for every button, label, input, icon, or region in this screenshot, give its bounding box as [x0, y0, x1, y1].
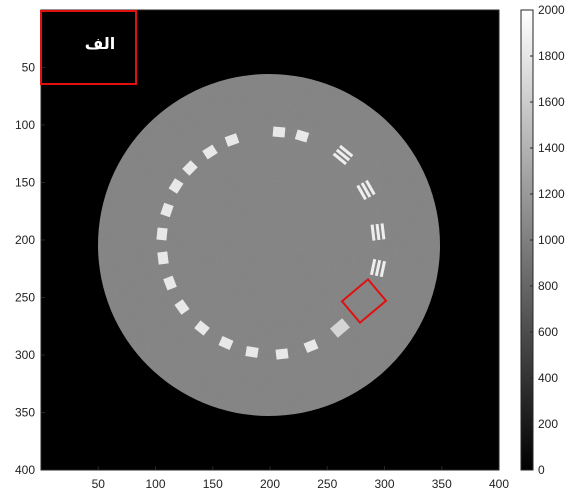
insert-rod — [272, 126, 286, 138]
colorbar-tick-label: 400 — [538, 371, 558, 385]
y-tick-label: 100 — [15, 118, 35, 132]
insert-rod — [202, 144, 218, 160]
y-tick-label: 400 — [15, 463, 35, 477]
colorbar-tick-label: 1800 — [538, 49, 565, 63]
x-tick-label: 400 — [489, 477, 509, 491]
x-tick-label: 350 — [432, 477, 452, 491]
colorbar-tick-label: 0 — [538, 463, 545, 477]
x-tick-label: 50 — [92, 477, 106, 491]
colorbar-tick-label: 1600 — [538, 95, 565, 109]
x-tick-label: 300 — [374, 477, 394, 491]
y-axis: 50 100 150 200 250 300 350 400 — [15, 61, 45, 477]
ct-image-axes: 50 100 150 200 250 300 350 400 50 100 150 200 250 30… — [15, 9, 509, 491]
insert-rod — [370, 223, 386, 241]
y-tick-label: 50 — [22, 61, 36, 75]
insert-rod — [168, 178, 184, 194]
insert-rod — [174, 299, 190, 315]
insert-rod — [163, 275, 177, 291]
roi-box — [340, 277, 388, 325]
colorbar-tick-label: 200 — [538, 417, 558, 431]
x-tick-label: 100 — [145, 477, 165, 491]
insert-rod — [218, 336, 234, 350]
insert-rod — [303, 339, 319, 353]
colorbar-tick-label: 1400 — [538, 141, 565, 155]
colorbar-tick-label: 1000 — [538, 233, 565, 247]
insert-rod — [294, 129, 310, 143]
insert-rod — [182, 160, 198, 176]
y-tick-label: 300 — [15, 348, 35, 362]
insert-rod — [157, 251, 169, 265]
y-tick-label: 200 — [15, 233, 35, 247]
colorbar-tick-label: 800 — [538, 279, 558, 293]
insert-rod — [369, 258, 387, 278]
insert-group — [156, 126, 387, 360]
insert-rod — [275, 348, 289, 360]
insert-rod — [194, 320, 210, 336]
region-label: الف — [85, 34, 116, 53]
colorbar-tick-label: 1200 — [538, 187, 565, 201]
insert-rod — [160, 202, 174, 218]
insert-rod — [224, 133, 240, 147]
insert-rod — [156, 227, 168, 241]
colorbar-tick-label: 600 — [538, 325, 558, 339]
y-tick-label: 350 — [15, 406, 35, 420]
x-tick-label: 250 — [317, 477, 337, 491]
annotation-group: الف — [40, 10, 388, 325]
insert-rod — [330, 318, 350, 338]
colorbar: 0 200 400 600 800 1000 1200 1400 1600 1800 2000 — [520, 3, 565, 477]
y-tick-label: 150 — [15, 176, 35, 190]
colorbar-tick-label: 2000 — [538, 3, 565, 17]
insert-rod — [356, 179, 376, 201]
x-tick-label: 200 — [260, 477, 280, 491]
x-tick-label: 150 — [203, 477, 223, 491]
colorbar-ticks: 0 200 400 600 800 1000 1200 1400 1600 1800 2000 — [530, 3, 565, 477]
insert-rod — [245, 346, 259, 358]
label-box — [40, 10, 137, 85]
phantom-noise — [98, 74, 440, 416]
y-tick-label: 250 — [15, 291, 35, 305]
insert-rod — [332, 144, 354, 166]
x-axis: 50 100 150 200 250 300 350 400 — [92, 466, 509, 491]
